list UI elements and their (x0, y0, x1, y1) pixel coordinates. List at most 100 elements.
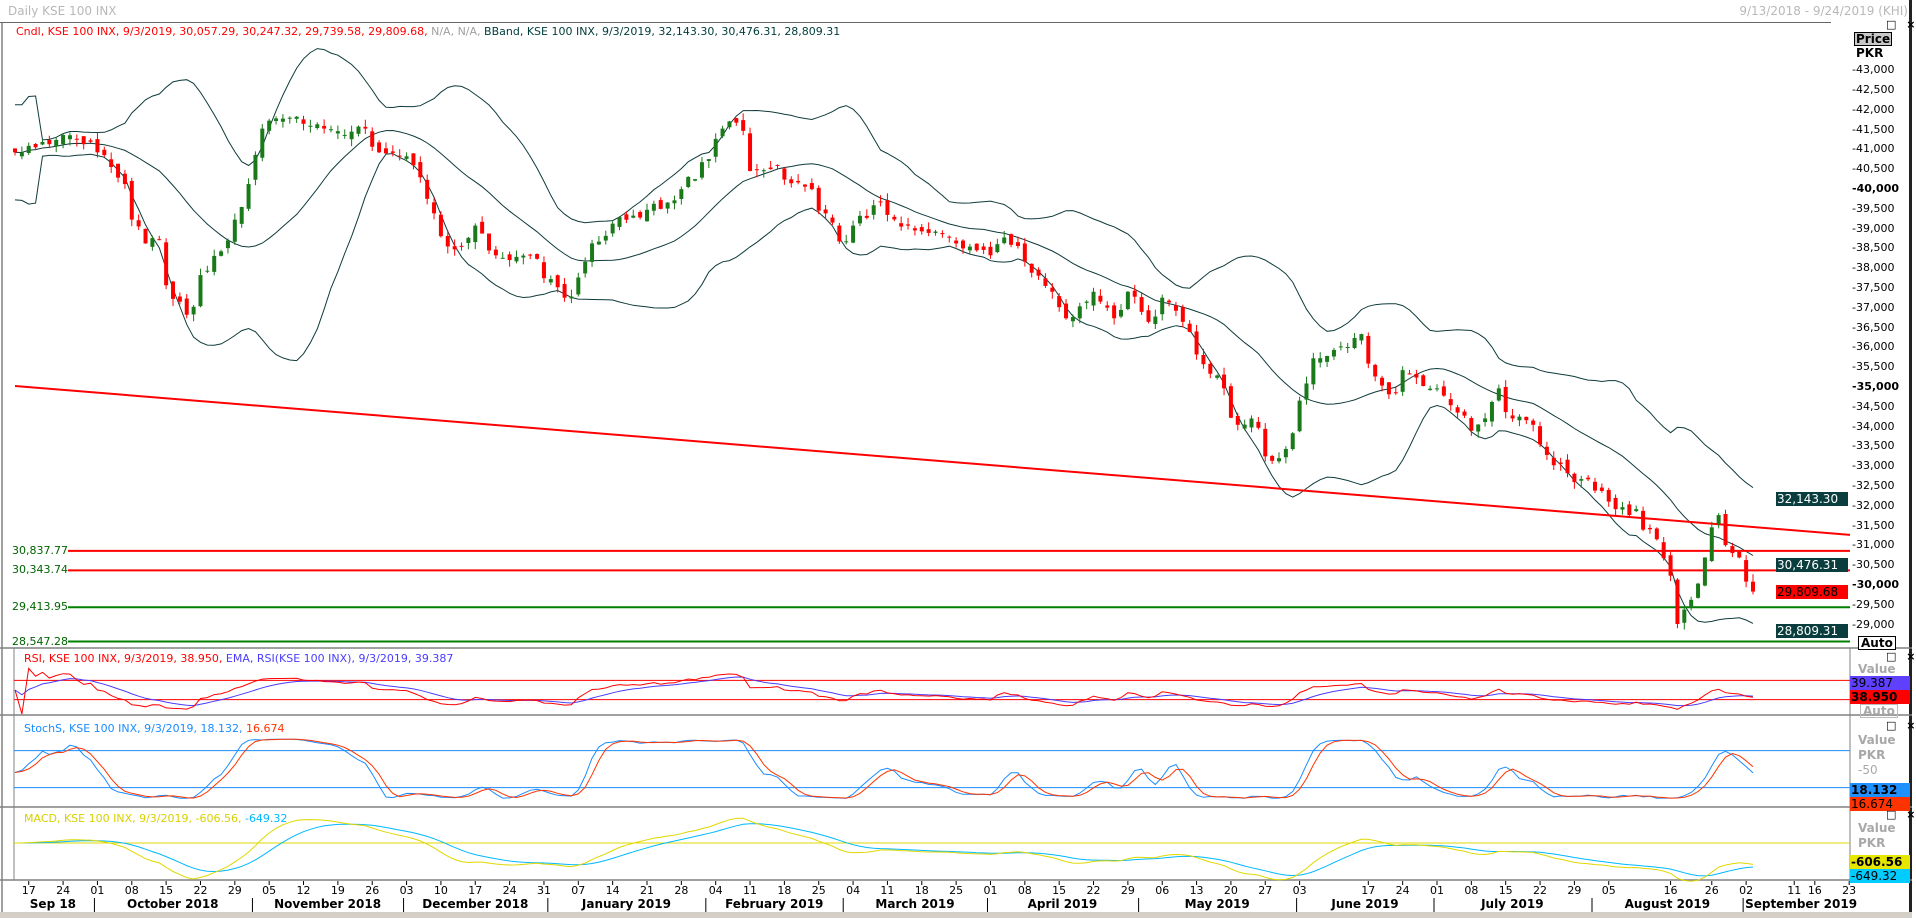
legend-bband[interactable]: BBand, KSE 100 INX, 9/3/2019, 32,143.30,… (484, 25, 841, 38)
candle-body (1187, 323, 1192, 332)
legend-macd-signal: -649.32 (244, 812, 288, 825)
candle-body (1751, 581, 1755, 592)
candle-body (1709, 527, 1714, 562)
candle-body (1167, 300, 1172, 303)
price-tick: -40,500 (1852, 162, 1895, 176)
candle-body (1277, 458, 1281, 462)
date-tick-label: 08 (1464, 884, 1479, 897)
candle-body (438, 214, 443, 237)
candle-body (1393, 392, 1398, 394)
candle-body (1593, 481, 1597, 491)
candle-body (851, 225, 856, 243)
month-label: April 2019 (1027, 897, 1098, 911)
macd-value-box: -606.56 (1850, 855, 1910, 869)
candle-body (487, 233, 491, 251)
price-tick: -29,000 (1852, 617, 1895, 631)
price-tick: -39,000 (1852, 221, 1895, 235)
candle-body (1668, 555, 1673, 576)
candle-body (535, 254, 540, 259)
legend-macd[interactable]: MACD, KSE 100 INX, 9/3/2019, -606.56, (24, 812, 242, 825)
rsi-panel-window-controls[interactable]: □ × (1886, 650, 1916, 663)
macd-line (15, 817, 1754, 882)
price-tick: -30,000 (1852, 578, 1900, 591)
legend-stoch[interactable]: StochS, KSE 100 INX, 9/3/2019, 18.132, (24, 722, 243, 735)
stoch-value-label: Value (1858, 733, 1896, 747)
candle-body (253, 154, 258, 180)
price-axis-header[interactable]: Price (1854, 32, 1893, 46)
candle-body (562, 284, 567, 298)
candle-body (1160, 297, 1165, 315)
candle-body (81, 136, 86, 145)
candle-body (342, 134, 347, 136)
date-tick-label: 22 (1086, 884, 1101, 897)
legend-rsi[interactable]: RSI, KSE 100 INX, 9/3/2019, 38.950, (24, 652, 223, 665)
price-tick: -33,500 (1852, 439, 1895, 453)
main-panel-window-controls[interactable]: □ × (1886, 18, 1916, 31)
rsi-auto-button[interactable]: Auto (1860, 704, 1898, 718)
date-tick-label: 17 (468, 884, 483, 897)
legend-candle[interactable]: Cndl, KSE 100 INX, 9/3/2019, 30,057.29, … (16, 25, 428, 38)
rsi-line (14, 667, 1754, 715)
candle-body (590, 243, 595, 262)
auto-scale-button[interactable]: Auto (1858, 636, 1896, 650)
candle-body (315, 124, 320, 128)
macd-signal-line (15, 823, 1754, 877)
bollinger-lower-band (14, 153, 1754, 624)
candle-body (1139, 297, 1144, 312)
candle-body (569, 296, 574, 299)
stoch-d-value-box: 16.674 (1850, 797, 1910, 811)
date-tick-label: 29 (1567, 884, 1582, 897)
candle-body (967, 246, 972, 251)
candle-body (349, 131, 354, 140)
stoch-k-line (14, 738, 1754, 799)
candle-body (1489, 401, 1494, 422)
candle-body (1565, 459, 1570, 474)
price-tick: -34,000 (1852, 419, 1895, 433)
date-tick-label: 11 (880, 884, 895, 897)
title-divider (0, 22, 1831, 23)
candle-body (212, 255, 217, 272)
candle-body (1579, 479, 1584, 481)
legend-rsi-ema[interactable]: EMA, RSI(KSE 100 INX), 9/3/2019, 39.387 (225, 652, 454, 665)
stoch-legend: StochS, KSE 100 INX, 9/3/2019, 18.132, 1… (24, 722, 285, 735)
date-tick-label: 05 (1601, 884, 1616, 897)
candle-body (871, 205, 876, 215)
candle-body (1661, 542, 1666, 559)
date-tick-label: 15 (159, 884, 174, 897)
candle-body (645, 209, 649, 222)
candle-body (1009, 234, 1014, 245)
candle-body (1242, 424, 1247, 429)
month-label: September 2019 (1745, 897, 1858, 911)
candle-body (1373, 364, 1378, 377)
candle-body (1125, 291, 1130, 310)
macd-panel-window-controls[interactable]: □ × (1886, 808, 1916, 821)
candle-body (1682, 609, 1687, 623)
date-tick-label: 11 (1787, 884, 1802, 897)
candle-body (1620, 507, 1625, 510)
month-label: October 2018 (127, 897, 219, 911)
candle-body (1015, 242, 1020, 246)
date-tick-label: 18 (914, 884, 929, 897)
candle-body (816, 187, 821, 211)
month-label: March 2019 (875, 897, 955, 911)
candle-body (693, 179, 698, 181)
candle-body (803, 184, 807, 187)
month-label: December 2018 (422, 897, 529, 911)
date-tick-label: 08 (1017, 884, 1032, 897)
candle-body (603, 235, 608, 241)
rsi-ema-line (14, 676, 1754, 707)
date-tick-label: 14 (605, 884, 620, 897)
candle-body (1132, 290, 1137, 297)
candle-body (445, 236, 450, 247)
candle-body (116, 163, 121, 178)
price-tick: -35,500 (1852, 360, 1895, 374)
candle-body (177, 296, 182, 302)
date-tick-label: 19 (330, 884, 345, 897)
stoch-panel-window-controls[interactable]: □ × (1886, 719, 1916, 732)
date-tick-label: 22 (1533, 884, 1548, 897)
date-tick-label: 29 (1120, 884, 1135, 897)
candle-body (1215, 375, 1220, 378)
candle-body (1462, 411, 1467, 416)
candle-body (1551, 457, 1556, 466)
